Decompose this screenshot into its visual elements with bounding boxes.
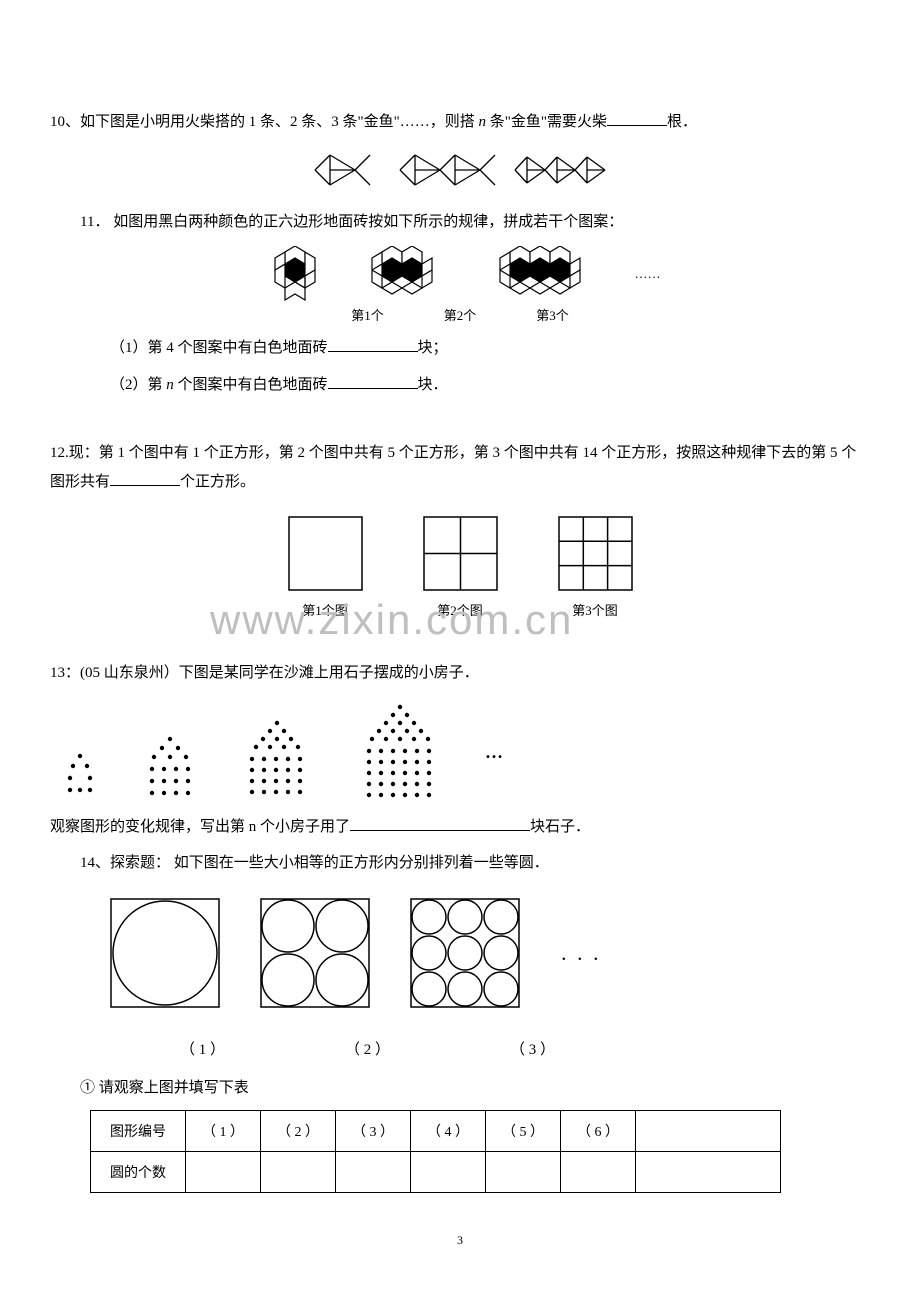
q14-figure: ．．． (110, 898, 870, 1008)
house-1 (60, 748, 100, 803)
watermark: www.zixin.com.cn (210, 596, 573, 644)
q10-b: 条"金鱼"需要火柴 (486, 114, 607, 130)
q11-sub1: （1）第 4 个图案中有白色地面砖 块； (50, 334, 870, 363)
q10-n: n (479, 114, 487, 130)
hex-3 (485, 246, 605, 301)
circ-label-2: （ 2 ） (345, 1038, 390, 1059)
q11-sub1-b: 块； (418, 340, 448, 356)
q13-tail-a: 观察图形的变化规律，写出第 n 个小房子用了 (50, 819, 350, 835)
hex-label-1: 第1个 (351, 305, 384, 324)
table-row: 图形编号 （ 1 ） （ 2 ） （ 3 ） （ 4 ） （ 5 ） （ 6 ） (91, 1111, 781, 1152)
cell (261, 1152, 336, 1193)
q13-lead: 13：(05 山东泉州）下图是某同学在沙滩上用石子摆成的小房子． (50, 659, 870, 688)
q13-figure: … (50, 703, 870, 803)
sq-caption-3: 第3个图 (558, 600, 633, 619)
sq-caption-1: 第1个图 (288, 600, 363, 619)
cell: （ 3 ） (336, 1111, 411, 1152)
cell (636, 1152, 781, 1193)
q11-sub1-a: （1）第 4 个图案中有白色地面砖 (110, 340, 328, 356)
q14-labels: （ 1 ） （ 2 ） （ 3 ） (180, 1038, 870, 1059)
circles-1 (110, 898, 220, 1008)
cell: （ 4 ） (411, 1111, 486, 1152)
house-3 (240, 718, 315, 803)
q11-sub2-b: 个图案中有白色地面砖 (174, 377, 328, 393)
cell: （ 5 ） (486, 1111, 561, 1152)
document-page: 10、如下图是小明用火柴搭的 1 条、2 条、3 条"金鱼"……，则搭 n 条"… (0, 0, 920, 1288)
q10-c: 根． (667, 114, 697, 130)
cell (411, 1152, 486, 1193)
q11-sub2-a: （2）第 (110, 377, 166, 393)
q11-figure: …… (50, 246, 870, 301)
house-2 (140, 733, 200, 803)
q14-sub1: ① 请观察上图并填写下表 (50, 1074, 870, 1103)
hex-1 (260, 246, 330, 301)
hex-label-2: 第2个 (444, 305, 477, 324)
q10-a: 10、如下图是小明用火柴搭的 1 条、2 条、3 条"金鱼"……，则搭 (50, 114, 479, 130)
circ-label-3: （ 3 ） (510, 1038, 555, 1059)
q11-sub2-blank (328, 373, 418, 389)
cell (636, 1111, 781, 1152)
q11-sub2-c: 块． (418, 377, 448, 393)
q13-blank (350, 815, 530, 831)
q13-tail-b: 块石子． (530, 819, 590, 835)
cell: （ 2 ） (261, 1111, 336, 1152)
sq-caption-2: 第2个图 (423, 600, 498, 619)
q11-sub2-n: n (166, 377, 174, 393)
q12-figure: 第1个图 第2个图 第3个图 www.zixin.com.cn (50, 516, 870, 619)
q11-sub1-blank (328, 336, 418, 352)
sq-3: 第3个图 (558, 516, 633, 619)
q12-b: 个正方形。 (180, 474, 255, 490)
page-number: 3 (50, 1233, 870, 1248)
q12-blank (110, 470, 180, 486)
q11-labels: 第1个 第2个 第3个 (50, 305, 870, 324)
q12-text: 12.现：第 1 个图中有 1 个正方形，第 2 个图中共有 5 个正方形，第 … (50, 439, 870, 496)
cell (486, 1152, 561, 1193)
cell: 圆的个数 (91, 1152, 186, 1193)
circ-label-1: （ 1 ） (180, 1038, 225, 1059)
house-4 (355, 703, 445, 803)
cell (186, 1152, 261, 1193)
cell (561, 1152, 636, 1193)
circles-2 (260, 898, 370, 1008)
q13-tail: 观察图形的变化规律，写出第 n 个小房子用了 块石子． (50, 813, 870, 842)
cell: 图形编号 (91, 1111, 186, 1152)
q13-ellipsis: … (485, 742, 503, 763)
q11-ellipsis: …… (635, 266, 661, 282)
table-row: 圆的个数 (91, 1152, 781, 1193)
circles-3 (410, 898, 520, 1008)
hex-label-3: 第3个 (536, 305, 569, 324)
q14-table: 图形编号 （ 1 ） （ 2 ） （ 3 ） （ 4 ） （ 5 ） （ 6 ）… (90, 1110, 781, 1193)
q11-lead: 11． 如图用黑白两种颜色的正六边形地面砖按如下所示的规律，拼成若干个图案： (50, 208, 870, 237)
sq-2: 第2个图 (423, 516, 498, 619)
q14-ellipsis: ．．． (560, 941, 616, 965)
cell (336, 1152, 411, 1193)
q10-blank (607, 110, 667, 126)
q10-figure (50, 145, 870, 200)
q14-lead: 14、探索题： 如下图在一些大小相等的正方形内分别排列着一些等圆． (50, 849, 870, 878)
hex-2 (360, 246, 455, 301)
sq-1: 第1个图 (288, 516, 363, 619)
q10-text: 10、如下图是小明用火柴搭的 1 条、2 条、3 条"金鱼"……，则搭 n 条"… (50, 108, 870, 137)
q11-sub2: （2）第 n 个图案中有白色地面砖 块． (50, 371, 870, 400)
cell: （ 1 ） (186, 1111, 261, 1152)
cell: （ 6 ） (561, 1111, 636, 1152)
